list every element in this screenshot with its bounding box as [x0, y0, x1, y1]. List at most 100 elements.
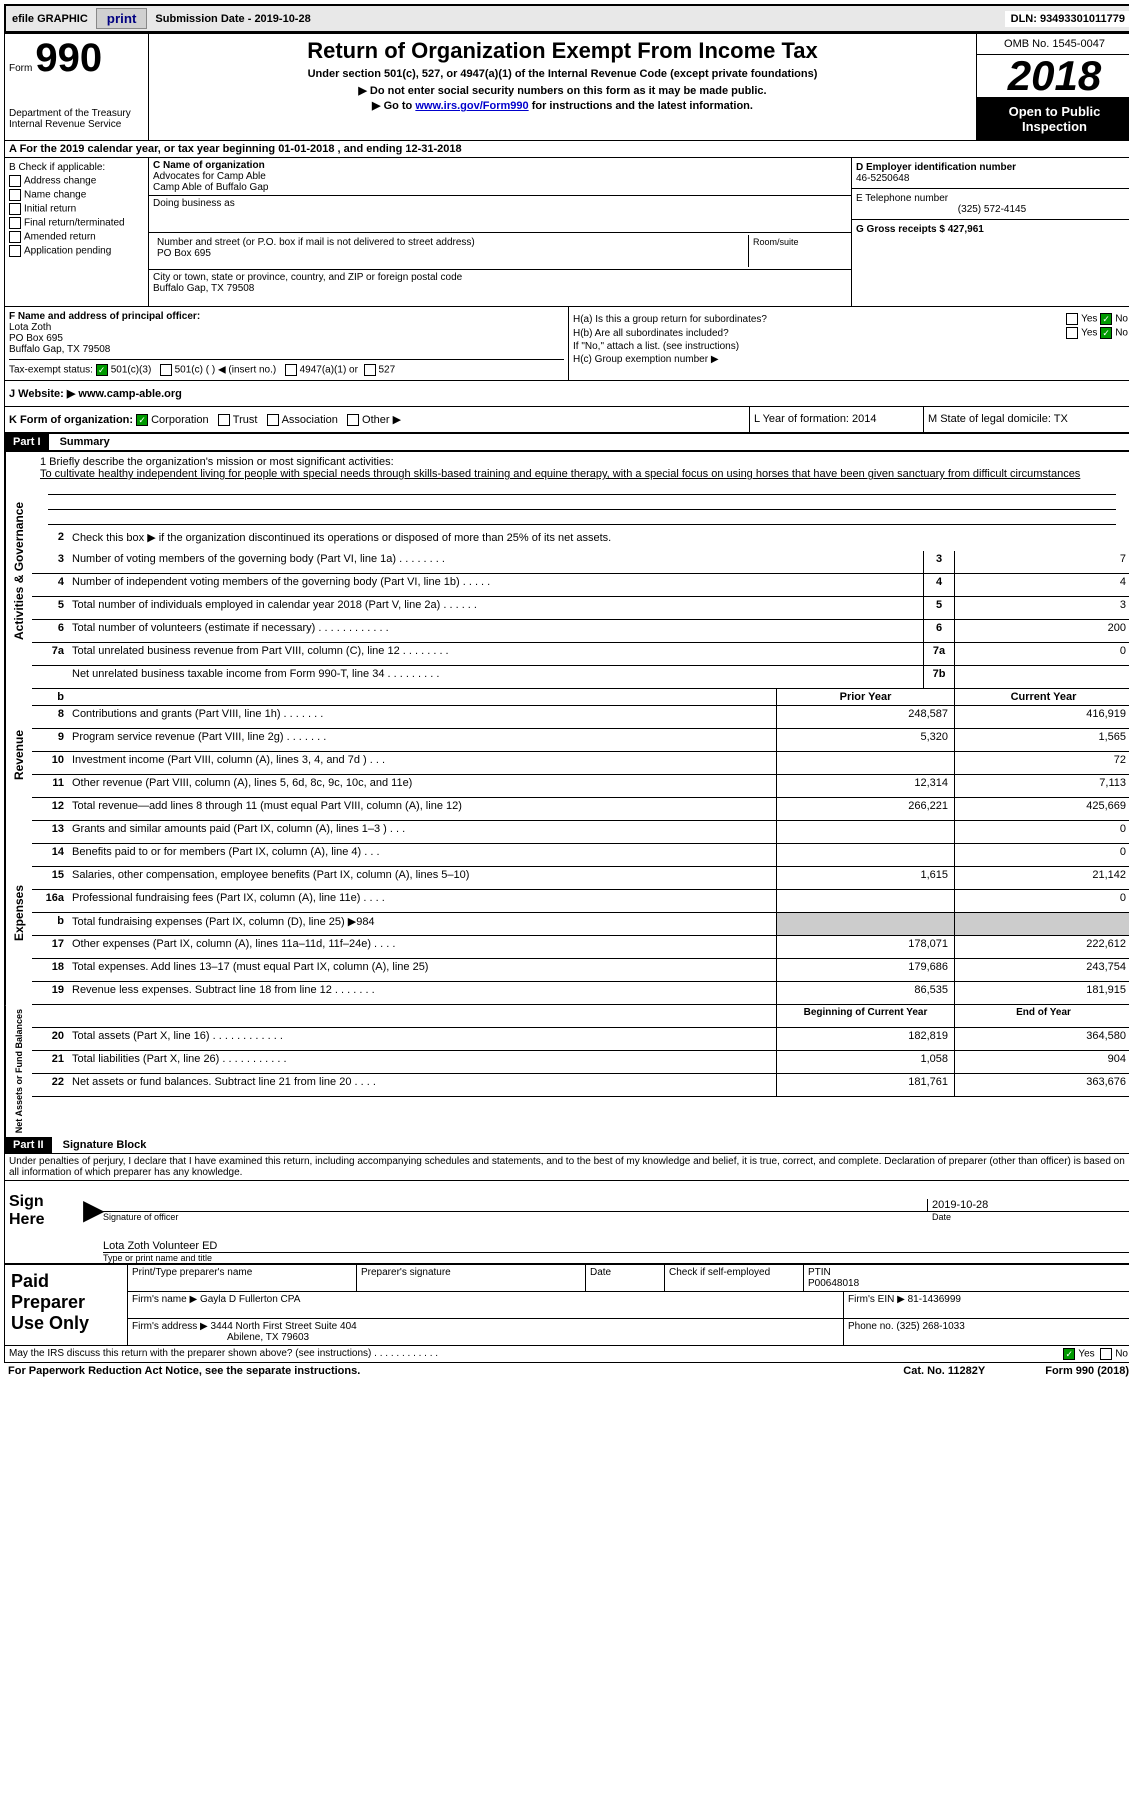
part2-header-row: Part II Signature Block [5, 1137, 1129, 1154]
part1-header-row: Part I Summary [5, 434, 1129, 451]
room-label: Room/suite [749, 235, 847, 267]
instruction-2: ▶ Go to www.irs.gov/Form990 for instruct… [153, 99, 972, 112]
k-cell: K Form of organization: Corporation Trus… [5, 407, 750, 432]
officer-name: Lota Zoth [9, 322, 564, 333]
footer: For Paperwork Reduction Act Notice, see … [4, 1363, 1129, 1379]
hb-note: If "No," attach a list. (see instruction… [573, 341, 1128, 352]
d-label: D Employer identification number [856, 162, 1128, 173]
part2-title: Signature Block [55, 1137, 155, 1153]
end-year-hdr: End of Year [954, 1005, 1129, 1027]
ha-label: H(a) Is this a group return for subordin… [573, 314, 767, 325]
instruction-1: ▶ Do not enter social security numbers o… [153, 84, 972, 97]
print-name-label: Print/Type preparer's name [128, 1265, 357, 1291]
sig-officer-label: Signature of officer [103, 1212, 928, 1222]
expense-line: 13Grants and similar amounts paid (Part … [32, 821, 1129, 844]
revenue-line: 9Program service revenue (Part VIII, lin… [32, 729, 1129, 752]
tax-year: 2018 [977, 55, 1129, 98]
q1-text: To cultivate healthy independent living … [40, 468, 1124, 480]
summary-line: 6Total number of volunteers (estimate if… [32, 620, 1129, 643]
section-b: B Check if applicable: Address change Na… [5, 158, 149, 306]
part1-header: Part I [5, 434, 49, 450]
m-cell: M State of legal domicile: TX [924, 407, 1129, 432]
check-pending: Application pending [24, 246, 111, 257]
paid-label: Paid Preparer Use Only [5, 1265, 128, 1345]
activities-section: Activities & Governance 1 Briefly descri… [5, 451, 1129, 689]
j-website: J Website: ▶ www.camp-able.org [5, 381, 1129, 407]
declaration-text: Under penalties of perjury, I declare th… [5, 1154, 1129, 1180]
prep-date-label: Date [586, 1265, 665, 1291]
form-number: 990 [35, 36, 102, 80]
type-print-label: Type or print name and title [103, 1253, 1129, 1263]
firm-name: Gayla D Fullerton CPA [200, 1294, 300, 1305]
q1-label: 1 Briefly describe the organization's mi… [40, 456, 1124, 468]
side-expenses: Expenses [5, 821, 32, 1005]
f-label: F Name and address of principal officer: [9, 311, 564, 322]
e-label: E Telephone number [856, 193, 1128, 204]
c-name-label: C Name of organization [153, 160, 847, 171]
date-label: Date [928, 1212, 1129, 1222]
irs-link[interactable]: www.irs.gov/Form990 [415, 100, 528, 112]
revenue-line: 8Contributions and grants (Part VIII, li… [32, 706, 1129, 729]
expense-line: 18Total expenses. Add lines 13–17 (must … [32, 959, 1129, 982]
expense-line: 17Other expenses (Part IX, column (A), l… [32, 936, 1129, 959]
phone-value: (325) 572-4145 [856, 204, 1128, 215]
org-name: Advocates for Camp Able [153, 171, 847, 182]
print-button[interactable]: print [96, 8, 148, 29]
row-a-period: A For the 2019 calendar year, or tax yea… [5, 141, 1129, 158]
section-bcd: B Check if applicable: Address change Na… [5, 158, 1129, 307]
check-initial: Initial return [24, 204, 76, 215]
self-employed-label: Check if self-employed [669, 1267, 770, 1278]
ptin-value: P00648018 [808, 1278, 859, 1289]
check-final: Final return/terminated [24, 218, 125, 229]
sub-title: Under section 501(c), 527, or 4947(a)(1)… [153, 68, 972, 80]
addr-label: Number and street (or P.O. box if mail i… [157, 237, 744, 248]
beg-year-hdr: Beginning of Current Year [776, 1005, 954, 1027]
paid-preparer-section: Paid Preparer Use Only Print/Type prepar… [5, 1264, 1129, 1345]
dln-label: DLN: 93493301011779 [1005, 11, 1129, 27]
form-label: Form [9, 63, 32, 74]
summary-line: Net unrelated business taxable income fr… [32, 666, 1129, 689]
firm-phone: Phone no. (325) 268-1033 [844, 1319, 1129, 1345]
l-cell: L Year of formation: 2014 [750, 407, 924, 432]
section-f: F Name and address of principal officer:… [5, 307, 569, 380]
expense-line: bTotal fundraising expenses (Part IX, co… [32, 913, 1129, 936]
officer-addr1: PO Box 695 [9, 333, 564, 344]
hc-label: H(c) Group exemption number ▶ [573, 354, 719, 365]
g-receipts: G Gross receipts $ 427,961 [852, 220, 1129, 239]
check-address: Address change [24, 176, 96, 187]
form-footer: Form 990 (2018) [1045, 1365, 1129, 1377]
summary-line: 3Number of voting members of the governi… [32, 551, 1129, 574]
firm-city: Abilene, TX 79603 [227, 1332, 309, 1343]
form-container: Form 990 Department of the Treasury Inte… [4, 33, 1129, 1363]
website-value: www.camp-able.org [78, 388, 182, 400]
expense-line: 15Salaries, other compensation, employee… [32, 867, 1129, 890]
org-name2: Camp Able of Buffalo Gap [153, 182, 847, 193]
officer-addr2: Buffalo Gap, TX 79508 [9, 344, 564, 355]
net-line: 22Net assets or fund balances. Subtract … [32, 1074, 1129, 1097]
topbar: efile GRAPHIC print Submission Date - 20… [4, 4, 1129, 33]
main-title: Return of Organization Exempt From Incom… [153, 38, 972, 64]
section-deg: D Employer identification number 46-5250… [851, 158, 1129, 306]
expense-line: 19Revenue less expenses. Subtract line 1… [32, 982, 1129, 1005]
paperwork-notice: For Paperwork Reduction Act Notice, see … [8, 1365, 360, 1377]
curr-year-hdr: Current Year [954, 689, 1129, 705]
form-header: Form 990 Department of the Treasury Inte… [5, 34, 1129, 141]
revenue-line: 11Other revenue (Part VIII, column (A), … [32, 775, 1129, 798]
cat-no: Cat. No. 11282Y [903, 1365, 985, 1377]
sign-date: 2019-10-28 [927, 1199, 1129, 1211]
part2-header: Part II [5, 1137, 52, 1153]
signer-name: Lota Zoth Volunteer ED [103, 1240, 217, 1252]
firm-ein: 81-1436999 [908, 1294, 961, 1305]
summary-line: 4Number of independent voting members of… [32, 574, 1129, 597]
check-501c3 [96, 364, 108, 376]
city-value: Buffalo Gap, TX 79508 [153, 283, 847, 294]
side-activities: Activities & Governance [5, 452, 32, 689]
tax-status-label: Tax-exempt status: [9, 365, 93, 376]
q2-text: Check this box ▶ if the organization dis… [68, 529, 1129, 551]
sign-here-section: Sign Here ▶ 2019-10-28 Signature of offi… [5, 1180, 1129, 1264]
ein-value: 46-5250648 [856, 173, 1128, 184]
expense-line: 14Benefits paid to or for members (Part … [32, 844, 1129, 867]
addr-value: PO Box 695 [157, 248, 744, 259]
expense-line: 16aProfessional fundraising fees (Part I… [32, 890, 1129, 913]
net-assets-section: Net Assets or Fund Balances Beginning of… [5, 1005, 1129, 1137]
